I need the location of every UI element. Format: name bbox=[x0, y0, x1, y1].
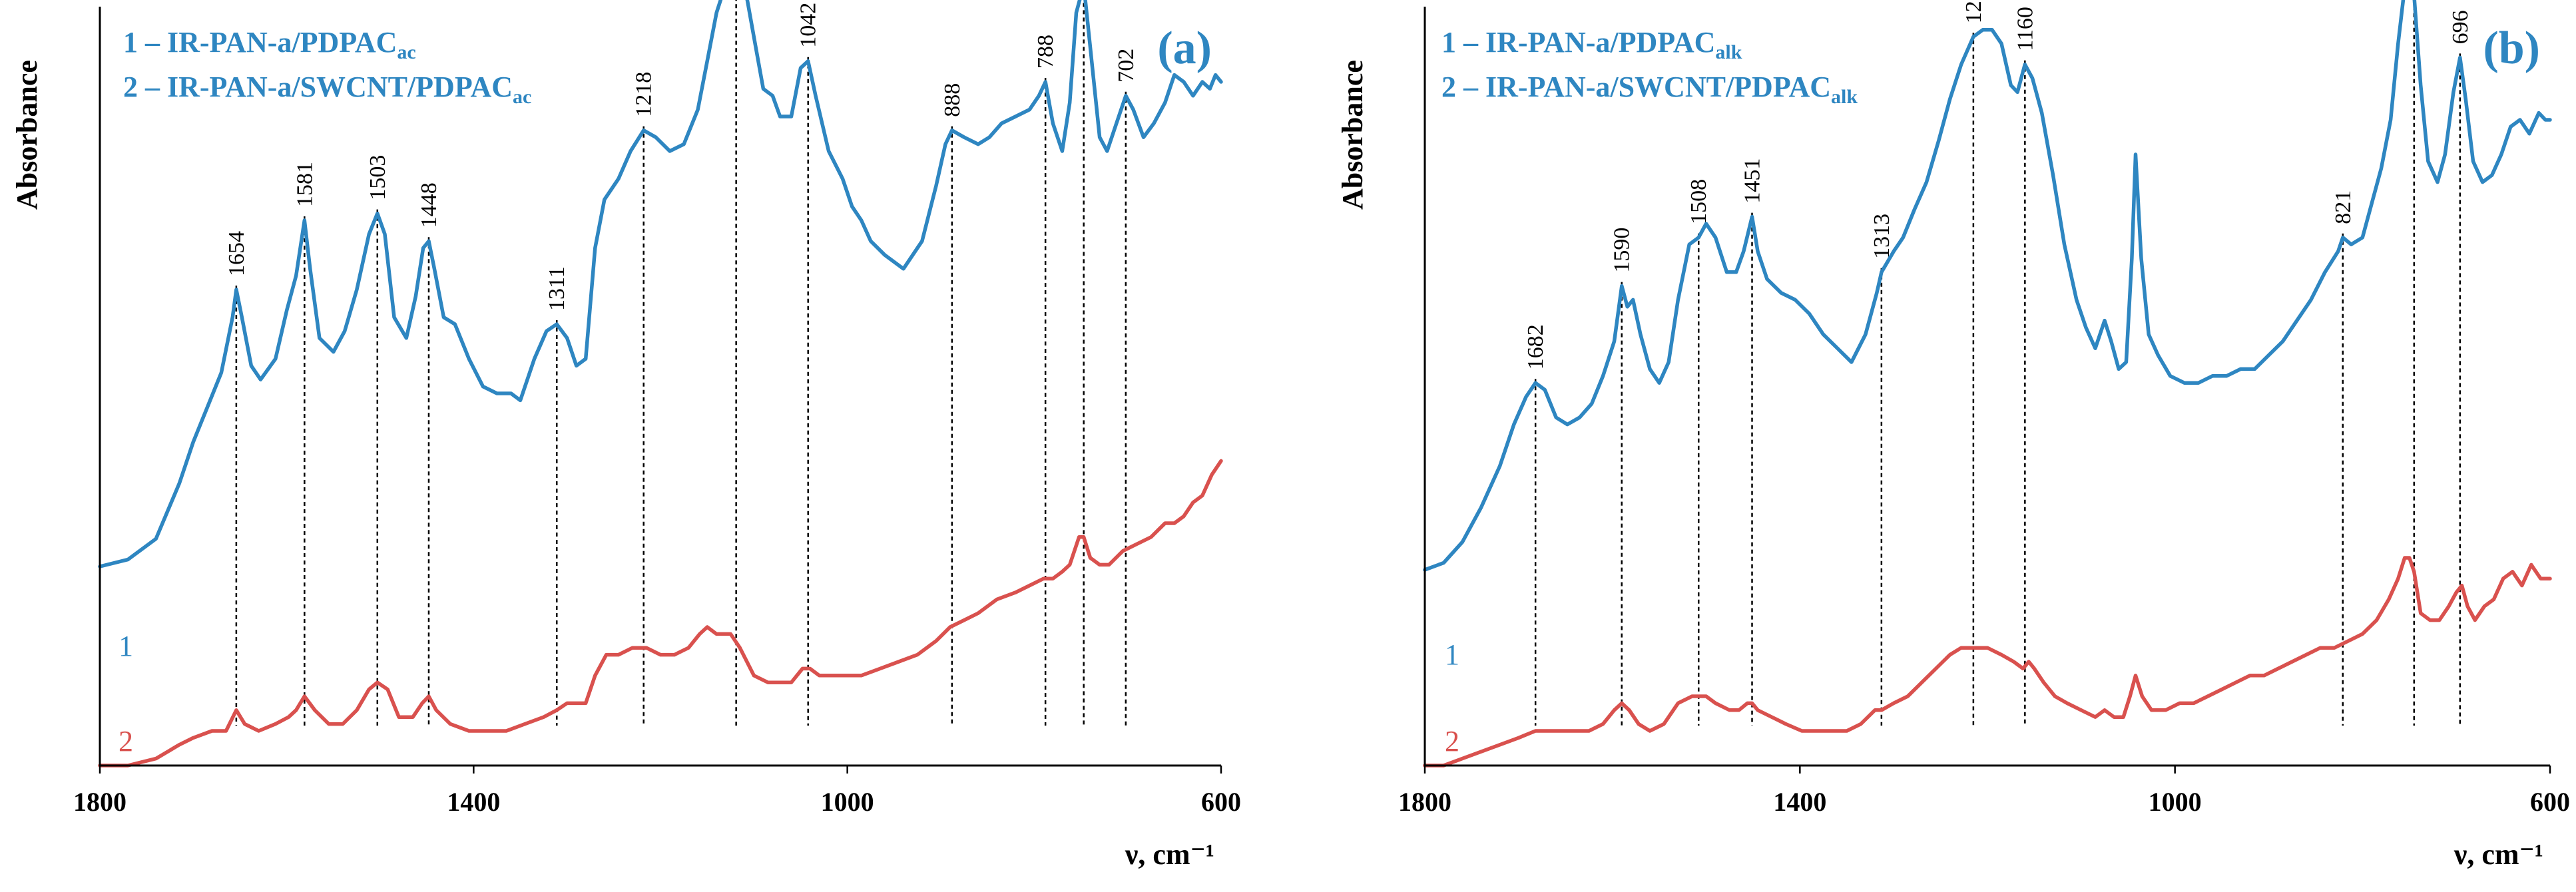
series-line-1 bbox=[98, 0, 1223, 568]
peak-label-1311: 1311 bbox=[545, 266, 569, 311]
series-line-2 bbox=[98, 459, 1223, 768]
series-number-2: 2 bbox=[1445, 725, 1459, 758]
peak-label-1503: 1503 bbox=[366, 155, 390, 200]
legend-entry-subscript: alk bbox=[1831, 86, 1858, 108]
legend-entry-1: 1 – IR-PAN-a/PDPACac bbox=[123, 26, 416, 63]
x-axis-title: ν, cm⁻¹ bbox=[1125, 838, 1214, 871]
peak-label-1160: 1160 bbox=[2013, 7, 2037, 51]
peak-label-1448: 1448 bbox=[417, 182, 441, 228]
legend-entry-subscript: ac bbox=[513, 86, 531, 108]
series-line-1 bbox=[1423, 0, 2552, 572]
y-axis-title: Absorbance bbox=[1336, 60, 1369, 210]
legend-entry-text: 2 – IR-PAN-a/SWCNT/PDPAC bbox=[123, 71, 513, 103]
series-number-1: 1 bbox=[119, 630, 133, 662]
x-tick-label-1800: 1800 bbox=[1398, 787, 1451, 817]
peak-label-1654: 1654 bbox=[224, 231, 249, 276]
x-tick-label-600: 600 bbox=[2530, 787, 2570, 817]
peak-label-1590: 1590 bbox=[1610, 228, 1635, 273]
legend-entry-subscript: alk bbox=[1715, 41, 1742, 63]
legend-entry-subscript: ac bbox=[397, 41, 415, 63]
chart-panel-b: 1682159015081451131312151160821745696121… bbox=[1336, 0, 2570, 871]
peak-label-788: 788 bbox=[1033, 35, 1058, 69]
peak-label-1042: 1042 bbox=[796, 3, 821, 48]
x-tick-label-1400: 1400 bbox=[1773, 787, 1826, 817]
legend-entry-text: 1 – IR-PAN-a/PDPAC bbox=[123, 26, 397, 59]
panel-label: (b) bbox=[2483, 23, 2540, 74]
x-axis-title: ν, cm⁻¹ bbox=[2453, 838, 2543, 871]
series-line-2 bbox=[1423, 556, 2552, 768]
y-axis-title: Absorbance bbox=[11, 60, 43, 210]
x-tick-label-1000: 1000 bbox=[2149, 787, 2202, 817]
legend-entry-text: 1 – IR-PAN-a/PDPAC bbox=[1441, 26, 1715, 59]
peak-label-888: 888 bbox=[940, 83, 965, 117]
peak-label-821: 821 bbox=[2331, 190, 2356, 224]
x-tick-label-1800: 1800 bbox=[73, 787, 127, 817]
x-tick-label-600: 600 bbox=[1201, 787, 1241, 817]
peak-label-702: 702 bbox=[1114, 49, 1139, 83]
x-tick-label-1400: 1400 bbox=[447, 787, 500, 817]
peak-label-1218: 1218 bbox=[632, 72, 656, 117]
peak-label-1451: 1451 bbox=[1740, 158, 1765, 204]
panel-label: (a) bbox=[1157, 23, 1212, 74]
peak-label-1682: 1682 bbox=[1523, 324, 1548, 369]
peak-label-696: 696 bbox=[2448, 10, 2473, 44]
legend-entry-1: 1 – IR-PAN-a/PDPACalk bbox=[1441, 26, 1742, 63]
legend-entry-2: 2 – IR-PAN-a/SWCNT/PDPACac bbox=[123, 71, 531, 108]
x-tick-label-1000: 1000 bbox=[821, 787, 874, 817]
legend-entry-text: 2 – IR-PAN-a/SWCNT/PDPAC bbox=[1441, 71, 1831, 103]
peak-label-1215: 1215 bbox=[1961, 0, 1986, 23]
peak-label-1313: 1313 bbox=[1870, 214, 1894, 259]
peak-label-1581: 1581 bbox=[292, 162, 317, 207]
peak-label-1508: 1508 bbox=[1686, 179, 1711, 224]
series-number-2: 2 bbox=[119, 725, 133, 758]
legend-entry-2: 2 – IR-PAN-a/SWCNT/PDPACalk bbox=[1441, 71, 1858, 108]
chart-panel-a: 1654158115031448131112181119104288878874… bbox=[11, 0, 1241, 871]
series-number-1: 1 bbox=[1445, 638, 1459, 671]
